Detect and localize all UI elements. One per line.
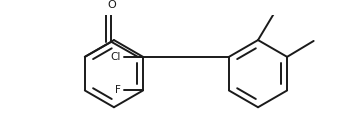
Text: F: F — [115, 85, 121, 95]
Text: O: O — [107, 0, 116, 10]
Text: Cl: Cl — [111, 52, 121, 62]
